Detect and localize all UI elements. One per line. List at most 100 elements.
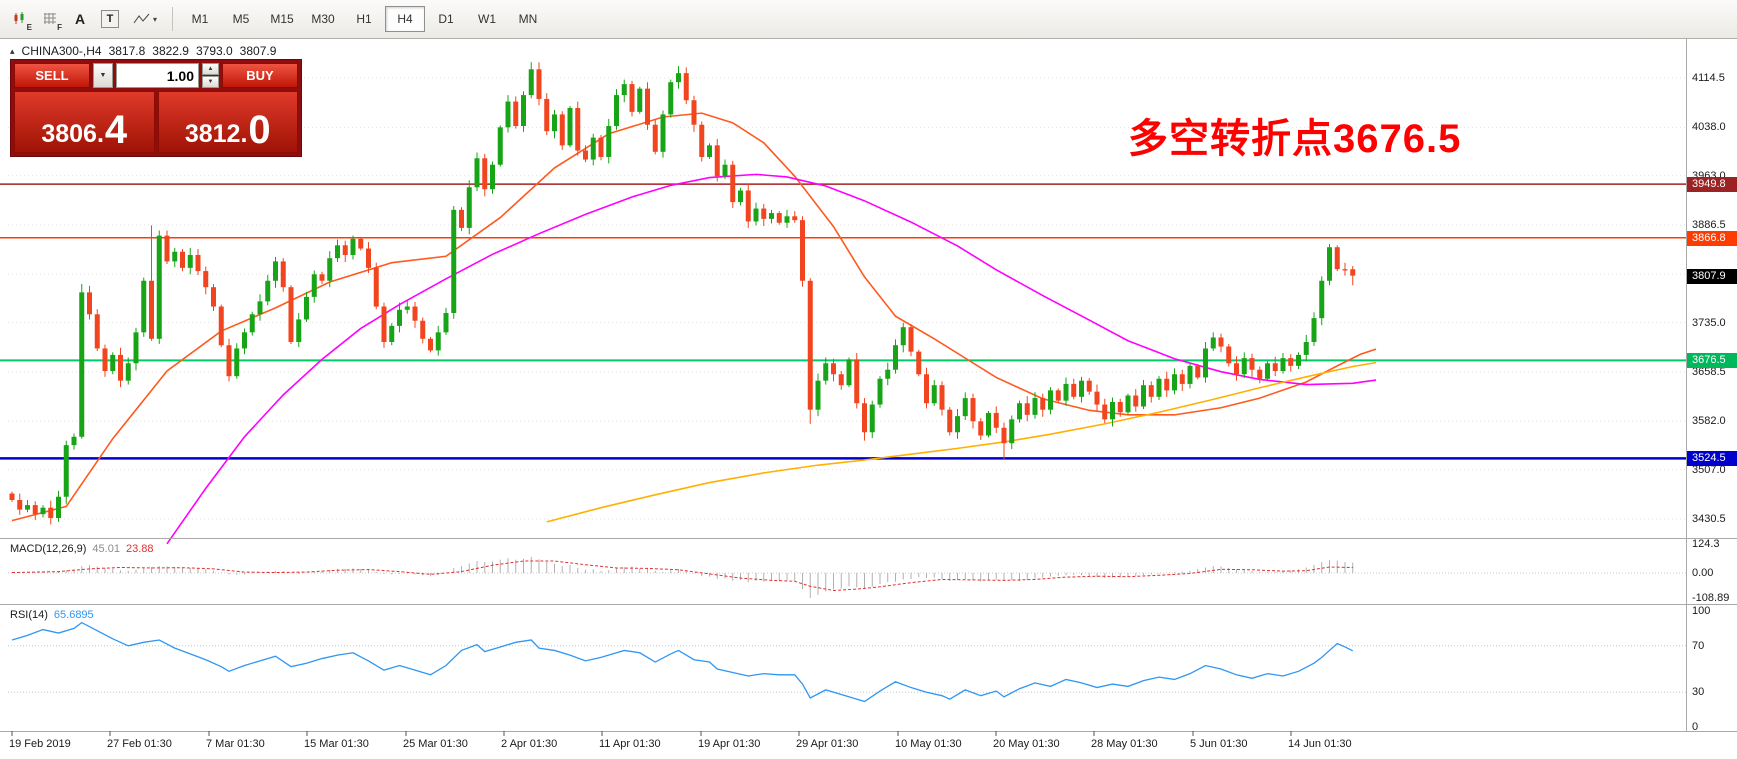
- rsi-axis-label: 0: [1692, 721, 1699, 733]
- candle-body: [1203, 348, 1208, 378]
- candle-body: [815, 380, 821, 410]
- candle-body: [311, 274, 317, 297]
- candle-body: [1017, 403, 1022, 420]
- candle-body: [722, 164, 728, 177]
- candle-body: [125, 363, 131, 381]
- candle-body: [32, 505, 38, 515]
- candle-body: [916, 351, 922, 375]
- volume-up-button[interactable]: ▲: [202, 63, 219, 75]
- candle-body: [234, 348, 240, 377]
- candle-body: [342, 245, 348, 255]
- timeframe-d1-button[interactable]: D1: [438, 12, 454, 26]
- price-badge-3524.5: 3524.5: [1687, 451, 1737, 467]
- candle-body: [908, 327, 914, 352]
- candle-body: [172, 251, 178, 262]
- macd-axis-label: 124.3: [1692, 538, 1720, 551]
- candle-body: [366, 248, 371, 268]
- price-badge-3949.8: 3949.8: [1687, 177, 1737, 193]
- timeframe-m15-button[interactable]: M15: [270, 12, 294, 26]
- toolbar-separator: [172, 7, 173, 31]
- ohlc-high: 3822.9: [152, 44, 189, 58]
- text-label-tool-button[interactable]: A: [65, 5, 95, 33]
- sell-price-display[interactable]: 3806. 4: [14, 91, 155, 153]
- candle-body: [885, 369, 891, 379]
- grid-icon: [44, 13, 56, 24]
- candle-body: [435, 332, 441, 351]
- candle-body: [660, 114, 666, 152]
- grid-tool-button[interactable]: F: [35, 5, 65, 33]
- candle-body: [195, 254, 201, 272]
- candle-body: [118, 354, 123, 381]
- candle-body: [1063, 383, 1069, 401]
- candle-body: [753, 208, 759, 222]
- candle-body: [48, 507, 54, 519]
- timeframe-mn-button[interactable]: MN: [518, 12, 538, 26]
- candle-body: [784, 216, 790, 223]
- timeframe-m1-button[interactable]: M1: [191, 12, 209, 26]
- timeframe-w1-button[interactable]: W1: [478, 12, 496, 26]
- macd-axis-label: -108.89: [1692, 592, 1730, 605]
- trade-panel-top-row: SELL ▼ ▲ ▼ BUY: [14, 63, 298, 88]
- candle-body: [474, 158, 480, 188]
- candle-body: [490, 164, 495, 190]
- chart-canvas[interactable]: [0, 38, 1737, 759]
- candle-body: [180, 251, 185, 268]
- time-axis-label: 2 Apr 01:30: [501, 738, 558, 750]
- candle-body: [614, 95, 619, 127]
- price-axis-label: 4114.5: [1692, 72, 1725, 84]
- timeframe-h4-button[interactable]: H4: [385, 6, 425, 32]
- zigzag-tool-button[interactable]: ▾: [125, 5, 165, 33]
- buy-price-display[interactable]: 3812. 0: [157, 91, 298, 153]
- price-axis-label: 4038.0: [1692, 121, 1726, 134]
- candle-body: [242, 332, 247, 349]
- candle-body: [1311, 318, 1317, 343]
- text-box-tool-button[interactable]: T: [95, 5, 125, 33]
- candle-body: [1071, 383, 1077, 397]
- volume-down-button[interactable]: ▼: [202, 76, 219, 88]
- time-axis-label: 25 Mar 01:30: [403, 738, 468, 750]
- sell-button[interactable]: SELL: [14, 63, 90, 88]
- candle-body: [156, 235, 162, 339]
- candle-body: [823, 363, 829, 381]
- candle-body: [993, 412, 999, 428]
- candle-body: [1117, 401, 1123, 413]
- candle-body: [40, 507, 46, 515]
- timeframe-m5-button[interactable]: M5: [232, 12, 250, 26]
- candle-body: [304, 296, 309, 320]
- candle-body: [1249, 358, 1255, 370]
- candles-tool-badge: E: [26, 23, 32, 32]
- ohlc-low: 3793.0: [195, 44, 233, 58]
- candle-body: [924, 374, 929, 404]
- buy-price-main: 3812.: [184, 120, 248, 148]
- time-axis-label: 7 Mar 01:30: [206, 738, 265, 750]
- candle-body: [583, 150, 588, 160]
- candle-body: [350, 238, 356, 255]
- candle-body: [877, 378, 883, 405]
- candle-body: [683, 73, 689, 101]
- candle-body: [792, 216, 798, 221]
- candle-body: [249, 314, 255, 333]
- candle-body: [970, 398, 976, 422]
- macd-signal-line: [11, 560, 1353, 591]
- candle-body: [71, 436, 77, 446]
- timeframe-h1-button[interactable]: H1: [356, 12, 372, 26]
- candle-body: [761, 208, 767, 219]
- candle-body: [1125, 395, 1131, 413]
- candle-body: [443, 312, 449, 333]
- time-axis[interactable]: 19 Feb 2019 27 Feb 01:30 7 Mar 01:30 15 Mar…: [0, 731, 1737, 759]
- buy-button[interactable]: BUY: [222, 63, 298, 88]
- ma-fast-line: [11, 112, 1377, 522]
- volume-input[interactable]: [116, 63, 199, 88]
- price-axis[interactable]: 4114.5 4038.0 3963.0 3886.5 3735.0 3658.5 3582…: [1687, 38, 1737, 733]
- timeframe-m30-button[interactable]: M30: [311, 12, 335, 26]
- price-axis-label: 3658.5: [1692, 365, 1726, 378]
- volume-dropdown-button[interactable]: ▼: [93, 63, 113, 88]
- candle-body: [738, 190, 743, 203]
- candle-body: [1048, 390, 1053, 410]
- candle-body: [451, 209, 457, 313]
- letter-a-icon: A: [74, 11, 86, 27]
- candle-body: [676, 73, 681, 83]
- candle-body: [505, 101, 511, 128]
- candle-body: [428, 338, 433, 351]
- candlestick-chart-tool-button[interactable]: E: [5, 5, 35, 33]
